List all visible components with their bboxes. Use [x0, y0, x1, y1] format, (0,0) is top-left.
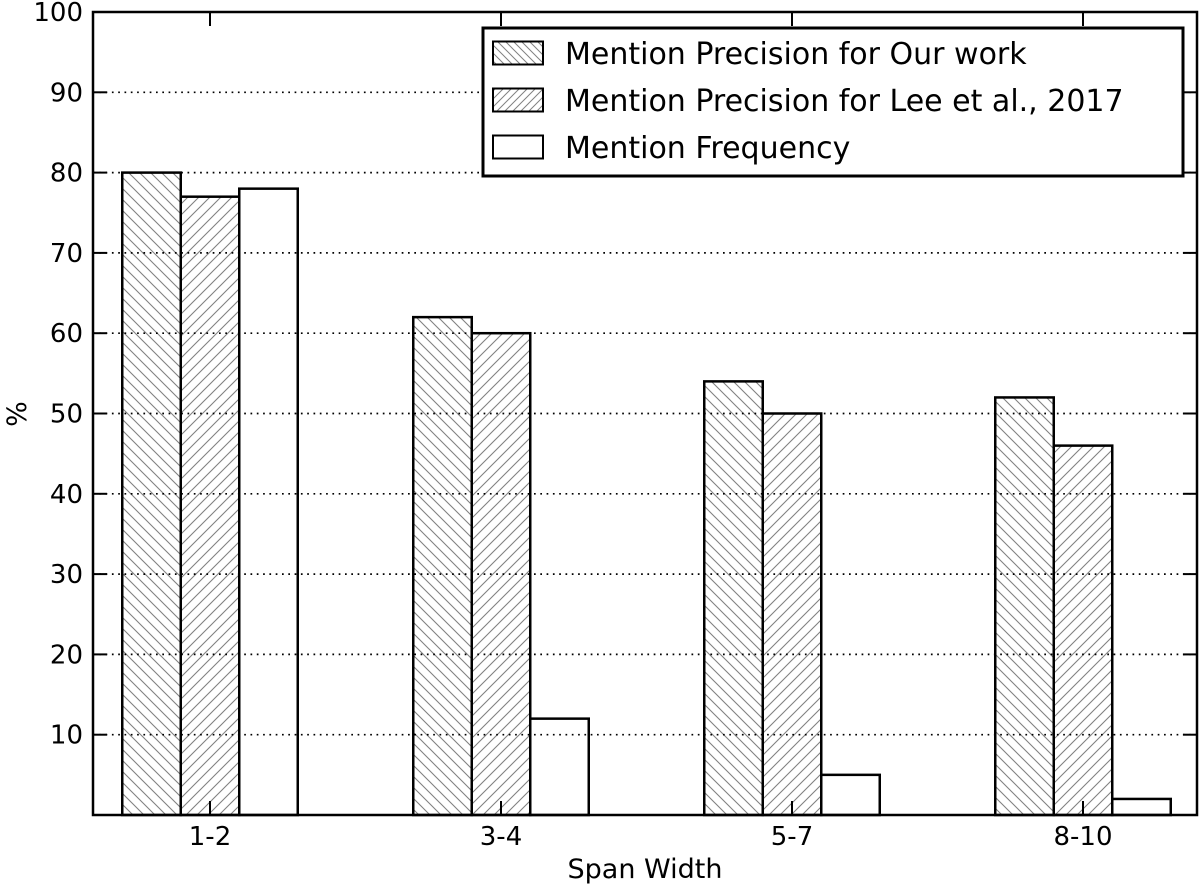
y-tick-label-70: 70 — [50, 239, 83, 269]
bar-series2-1-2 — [179, 195, 241, 817]
y-tick-label-80: 80 — [50, 159, 83, 189]
x-tick-labels-group: 1-2 3-4 5-7 8-10 — [189, 822, 1113, 852]
y-axis-label: % — [2, 401, 33, 427]
bar-series3-8-10 — [1111, 797, 1172, 817]
y-tick-label-20: 20 — [50, 640, 83, 670]
y-tick-label-100: 100 — [33, 0, 83, 28]
axes-group — [91, 10, 1199, 817]
bars-group — [121, 171, 1172, 817]
bar-series1-5-7 — [703, 380, 764, 817]
legend-swatch-3 — [492, 134, 544, 160]
legend-swatch-2 — [492, 87, 544, 113]
legend-swatch-1 — [492, 40, 544, 66]
bar-series1-8-10 — [994, 396, 1055, 817]
bar-series3-5-7 — [820, 773, 881, 817]
legend-label-3: Mention Frequency — [565, 131, 850, 166]
y-tick-label-10: 10 — [50, 721, 83, 751]
bar-series3-3-4 — [529, 717, 590, 817]
legend: Mention Precision for Our work Mention Pr… — [481, 26, 1185, 178]
x-tick-label-5-7: 5-7 — [771, 822, 813, 852]
legend-label-2: Mention Precision for Lee et al., 2017 — [565, 84, 1124, 119]
y-tick-label-90: 90 — [50, 78, 83, 108]
x-tick-label-3-4: 3-4 — [480, 822, 522, 852]
legend-box — [481, 26, 1185, 178]
y-tick-labels-group: 10 20 30 40 50 60 70 80 90 100 — [33, 0, 83, 751]
bar-series2-5-7 — [761, 412, 823, 817]
y-tick-label-60: 60 — [50, 319, 83, 349]
bar-series3-1-2 — [238, 187, 299, 817]
x-tick-label-8-10: 8-10 — [1053, 822, 1112, 852]
legend-label-1: Mention Precision for Our work — [565, 37, 1027, 72]
y-tick-label-40: 40 — [50, 480, 83, 510]
bar-series2-8-10 — [1052, 444, 1114, 817]
bar-series1-3-4 — [412, 315, 473, 817]
x-tick-label-1-2: 1-2 — [189, 822, 231, 852]
y-tick-label-30: 30 — [50, 560, 83, 590]
y-tick-label-50: 50 — [50, 400, 83, 430]
x-axis-label: Span Width — [568, 854, 723, 885]
